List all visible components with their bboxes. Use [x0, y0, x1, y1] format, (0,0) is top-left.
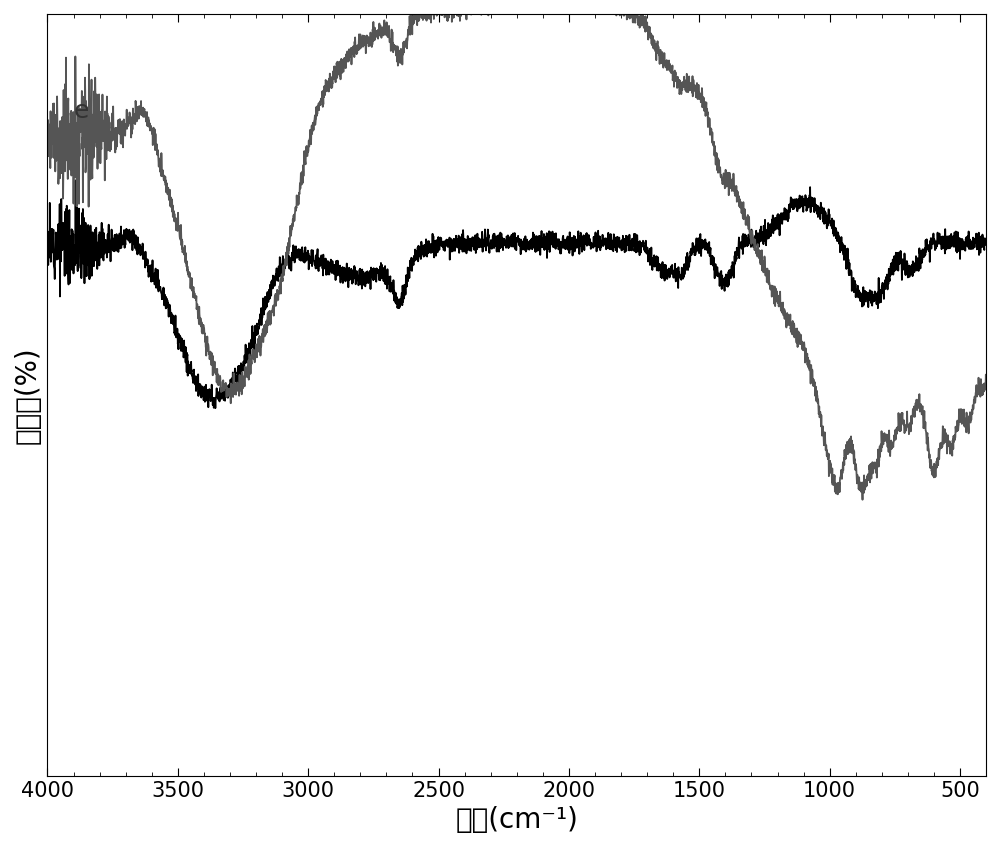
Text: e: e — [74, 98, 89, 123]
Y-axis label: 透过率(%): 透过率(%) — [14, 346, 42, 444]
Text: b: b — [74, 223, 89, 248]
X-axis label: 波长(cm⁻¹): 波长(cm⁻¹) — [455, 806, 578, 834]
